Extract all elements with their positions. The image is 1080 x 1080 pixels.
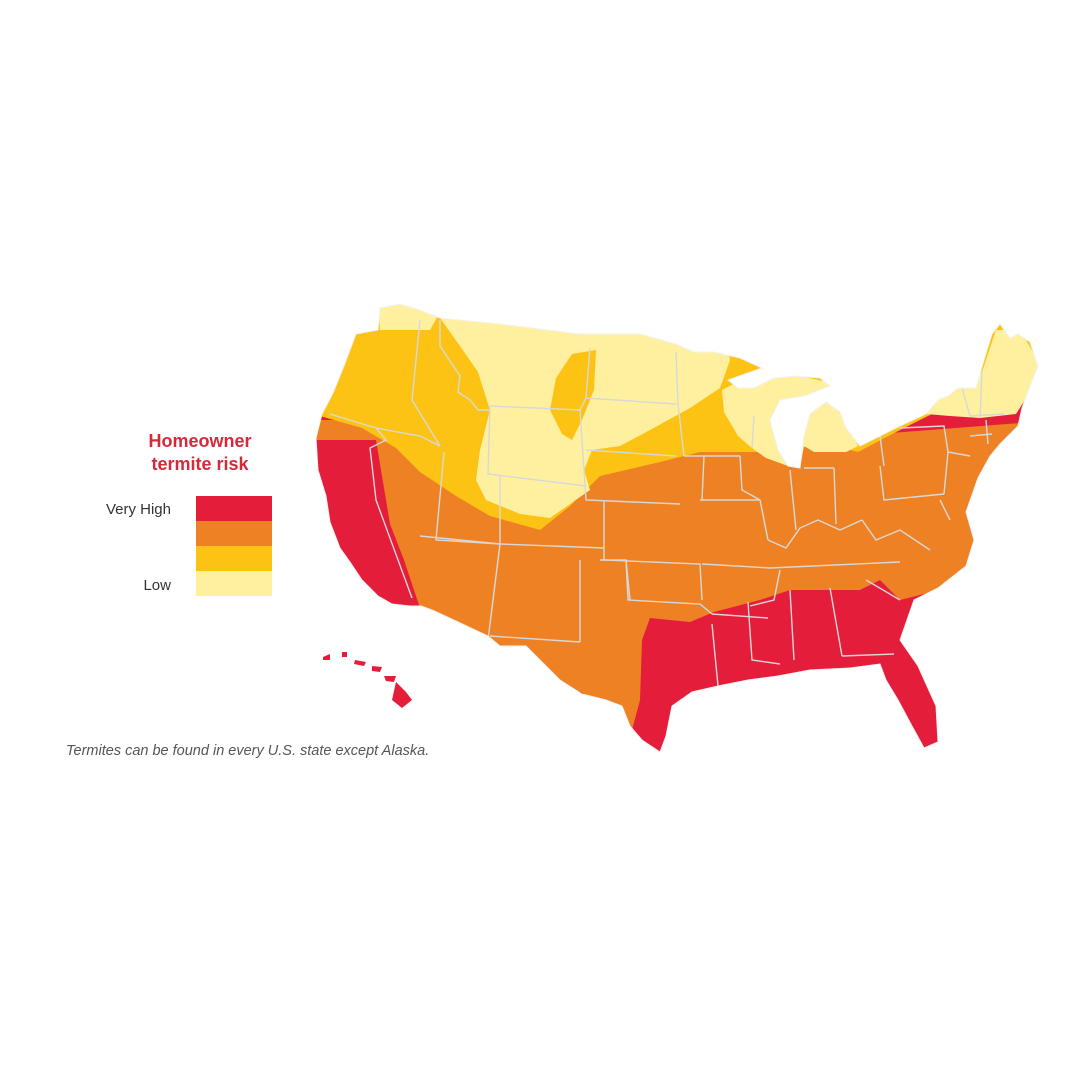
map-caption: Termites can be found in every U.S. stat… <box>66 743 430 759</box>
legend-swatch-low <box>196 571 272 596</box>
zone-low-new-england <box>926 330 1038 418</box>
zone-low-plains <box>440 318 730 518</box>
legend-swatch-moderate <box>196 546 272 571</box>
legend-swatch-high <box>196 521 272 546</box>
legend-swatches <box>196 496 272 596</box>
us-outline <box>315 303 1039 753</box>
legend-swatch-very-high <box>196 496 272 521</box>
legend-title-line2: termite risk <box>151 454 249 474</box>
hawaii <box>323 652 412 708</box>
state-borders <box>329 319 1005 687</box>
legend-label-very-high: Very High <box>105 501 171 518</box>
legend-title: Homeowner termite risk <box>130 430 270 476</box>
legend-title-line1: Homeowner <box>148 431 252 451</box>
zone-moderate-tongue <box>550 350 596 440</box>
legend-label-low: Low <box>143 577 171 594</box>
zone-low-nw-tip <box>378 304 440 330</box>
